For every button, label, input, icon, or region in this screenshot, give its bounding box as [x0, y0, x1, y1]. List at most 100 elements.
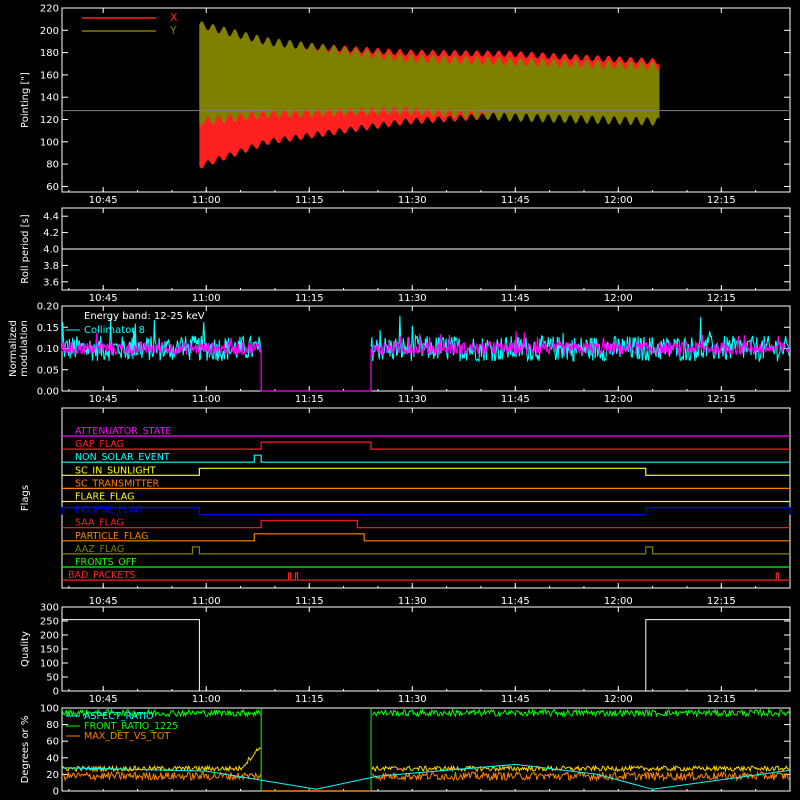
- panel-quality: Quality 10:45 11:00 11:15 11:30 11:45 12:00 12:…: [20, 603, 791, 705]
- y-tick-label: 0.10: [37, 344, 59, 355]
- x-tick-label: 12:15: [707, 394, 736, 405]
- x-tick-label: 10:45: [89, 394, 118, 405]
- flag-label: FLARE_FLAG: [75, 492, 135, 503]
- flag-label: ATTENUATOR_STATE: [75, 426, 171, 437]
- x-tick-label: 11:30: [398, 596, 427, 607]
- x-tick-label: 10:45: [89, 195, 118, 206]
- legend-label-y: Y: [169, 24, 177, 37]
- x-tick-label: 11:45: [501, 195, 530, 206]
- panel-modulation: Normalizedmodulation 10:45 11:00 11:15 11:30…: [8, 302, 791, 405]
- y-axis-label: Pointing ["]: [20, 72, 31, 128]
- x-tick-label: 11:00: [192, 596, 221, 607]
- x-tick-label: 12:15: [707, 596, 736, 607]
- series-y-band: [199, 21, 660, 127]
- flag-label: SC_IN_SUNLIGHT: [75, 465, 156, 476]
- panel-ratios: Degrees or % 0 20 40 60 80 100 ASPECT_RATIOFRON…: [20, 704, 791, 798]
- plot-frame: [61, 707, 791, 792]
- y-tick-label: 4.0: [43, 245, 59, 256]
- x-tick-label: 11:45: [501, 694, 530, 705]
- y-tick-label: 80: [46, 720, 59, 731]
- x-tick-label: 11:15: [295, 293, 324, 304]
- flag-label: BAD_PACKETS: [68, 570, 135, 581]
- x-tick-label: 12:00: [604, 293, 633, 304]
- x-tick-label: 11:30: [398, 394, 427, 405]
- y-tick-label: 0: [53, 687, 59, 698]
- flag-label: GAP_FLAG: [75, 439, 124, 450]
- x-tick-label: 11:00: [192, 293, 221, 304]
- y-axis-label: Quality: [20, 631, 31, 667]
- y-tick-label: 0.20: [37, 302, 59, 313]
- y-tick-label: 80: [46, 160, 59, 171]
- legend-label-x: X: [170, 11, 178, 24]
- flag-line-eclipse-flag: [61, 507, 791, 516]
- y-axis-label: Normalizedmodulation: [8, 320, 30, 377]
- x-tick-label: 11:15: [295, 694, 324, 705]
- y-tick-label: 100: [40, 137, 59, 148]
- y-tick-label: 60: [46, 182, 59, 193]
- flag-line-aaz-flag: [62, 546, 790, 555]
- flag-line-bad-packets: [62, 572, 790, 581]
- legend-label-ratio: FRONT_RATIO_1225: [84, 721, 178, 732]
- y-tick-label: 3.8: [43, 261, 59, 272]
- quality-line: [62, 619, 790, 692]
- flag-label: SAA_FLAG: [75, 518, 124, 529]
- flag-line-gap-flag: [62, 441, 790, 450]
- annotation-energy-band: Energy band: 12-25 keV: [84, 311, 205, 322]
- y-tick-label: 0.05: [37, 365, 59, 376]
- y-tick-label: 140: [40, 93, 59, 104]
- x-tick-label: 11:00: [192, 694, 221, 705]
- y-tick-label: 160: [40, 70, 59, 81]
- x-tick-label: 11:00: [192, 394, 221, 405]
- x-tick-label: 11:45: [501, 394, 530, 405]
- x-tick-label: 12:00: [604, 394, 633, 405]
- flag-line-non-solar-event: [62, 454, 790, 463]
- flag-label: PARTICLE_FLAG: [75, 531, 148, 542]
- y-tick-label: 60: [46, 737, 59, 748]
- x-tick-label: 10:45: [89, 694, 118, 705]
- y-tick-label: 200: [40, 26, 59, 37]
- panel-pointing: Pointing ["] 10:45 11:00 11:15 11:30 11:45 12:…: [20, 4, 791, 206]
- x-tick-label: 11:15: [295, 195, 324, 206]
- y-tick-label: 200: [40, 631, 59, 642]
- flag-label: SC_TRANSMITTER: [75, 478, 160, 489]
- y-tick-label: 3.6: [43, 277, 59, 288]
- y-tick-label: 0.15: [37, 323, 59, 334]
- flag-label: FRONTS_OFF: [75, 557, 137, 568]
- y-axis-label: Flags: [20, 485, 31, 511]
- legend-label-ratio: ASPECT_RATIO: [84, 711, 154, 722]
- y-tick-label: 20: [46, 770, 59, 781]
- y-tick-label: 300: [40, 603, 59, 614]
- y-tick-label: 220: [40, 4, 59, 15]
- x-tick-label: 12:15: [707, 293, 736, 304]
- x-tick-label: 12:00: [604, 596, 633, 607]
- x-tick-label: 11:15: [295, 596, 324, 607]
- y-tick-label: 40: [46, 753, 59, 764]
- y-tick-label: 4.2: [43, 228, 59, 239]
- x-tick-label: 12:15: [707, 694, 736, 705]
- y-tick-label: 4.4: [43, 212, 59, 223]
- panel-flags: Flags 10:45 11:00 11:15 11:30 11:45 12:00 12:15…: [20, 407, 791, 607]
- y-tick-label: 0.00: [37, 387, 59, 398]
- flag-label: ECLIPSE_FLAG: [75, 505, 143, 516]
- modulation-gap-line: [260, 348, 372, 392]
- y-tick-label: 100: [40, 704, 59, 715]
- x-tick-label: 11:45: [501, 293, 530, 304]
- x-tick-label: 10:45: [89, 293, 118, 304]
- x-tick-label: 12:00: [604, 195, 633, 206]
- y-tick-label: 120: [40, 115, 59, 126]
- y-tick-label: 150: [40, 645, 59, 656]
- panel-roll: Roll period [s] 10:45 11:00 11:15 11:30 11:45…: [20, 207, 791, 304]
- y-axis-label: Degrees or %: [20, 716, 31, 784]
- plot-frame: [61, 407, 791, 589]
- flag-label: NON_SOLAR_EVENT: [75, 452, 170, 463]
- y-tick-label: 100: [40, 659, 59, 670]
- y-axis-label: Roll period [s]: [20, 214, 31, 283]
- ratio-series-2: [61, 770, 790, 782]
- x-tick-label: 11:30: [398, 195, 427, 206]
- x-tick-label: 11:30: [398, 694, 427, 705]
- flag-line-particle-flag: [62, 533, 790, 542]
- x-tick-label: 11:15: [295, 394, 324, 405]
- x-tick-label: 11:30: [398, 293, 427, 304]
- flag-label: AAZ_FLAG: [75, 544, 124, 555]
